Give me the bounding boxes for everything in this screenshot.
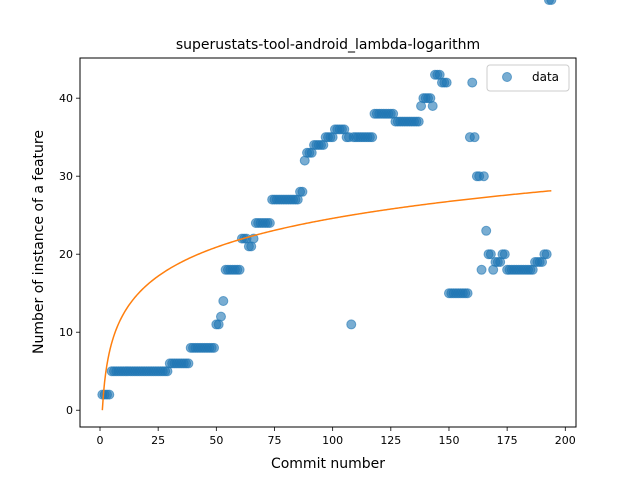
data-point — [104, 389, 115, 400]
data-point — [499, 249, 510, 260]
data-point — [481, 225, 492, 236]
data-point — [476, 264, 487, 275]
y-tick-label: 0 — [66, 404, 73, 417]
y-axis-label: Number of instance of a feature — [31, 130, 47, 354]
plot-frame — [79, 57, 577, 428]
y-tick-label: 10 — [59, 326, 73, 339]
data-point — [467, 77, 478, 88]
data-point — [183, 358, 194, 369]
x-tick-label: 175 — [497, 434, 518, 447]
legend-marker — [502, 72, 512, 82]
plot-data — [97, 0, 557, 411]
data-point — [234, 264, 245, 275]
axis-ticks: 0 25 50 75 100 125 150 175 200 0 10 20 30 40 — [59, 92, 576, 447]
legend: data — [486, 64, 570, 92]
data-point — [218, 296, 229, 307]
x-tick-label: 25 — [151, 434, 165, 447]
data-point — [541, 249, 552, 260]
data-point — [462, 288, 473, 299]
data-point — [367, 132, 378, 143]
data-point — [469, 132, 480, 143]
data-point — [264, 218, 275, 228]
fit-line — [101, 189, 552, 411]
x-axis-label: Commit number — [271, 456, 385, 472]
x-tick-label: 150 — [438, 434, 459, 447]
data-point — [413, 116, 424, 127]
data-point — [485, 249, 496, 260]
y-tick-label: 40 — [59, 92, 73, 105]
data-point — [478, 171, 489, 182]
legend-box — [486, 64, 570, 92]
x-tick-label: 200 — [555, 434, 576, 447]
data-point — [209, 342, 219, 353]
x-tick-label: 0 — [97, 434, 104, 447]
data-point — [297, 186, 308, 197]
data-point — [346, 319, 357, 330]
x-tick-label: 75 — [267, 434, 281, 447]
x-tick-label: 50 — [209, 434, 223, 447]
data-point — [441, 77, 452, 88]
data-point — [546, 0, 557, 5]
y-tick-label: 20 — [59, 248, 73, 261]
data-point — [427, 100, 438, 111]
data-point — [215, 311, 226, 322]
x-tick-label: 125 — [380, 434, 401, 447]
x-tick-label: 100 — [322, 434, 343, 447]
y-tick-label: 30 — [59, 170, 73, 183]
legend-label: data — [532, 70, 559, 84]
chart-title: superustats-tool-android_lambda-logarith… — [176, 37, 480, 53]
